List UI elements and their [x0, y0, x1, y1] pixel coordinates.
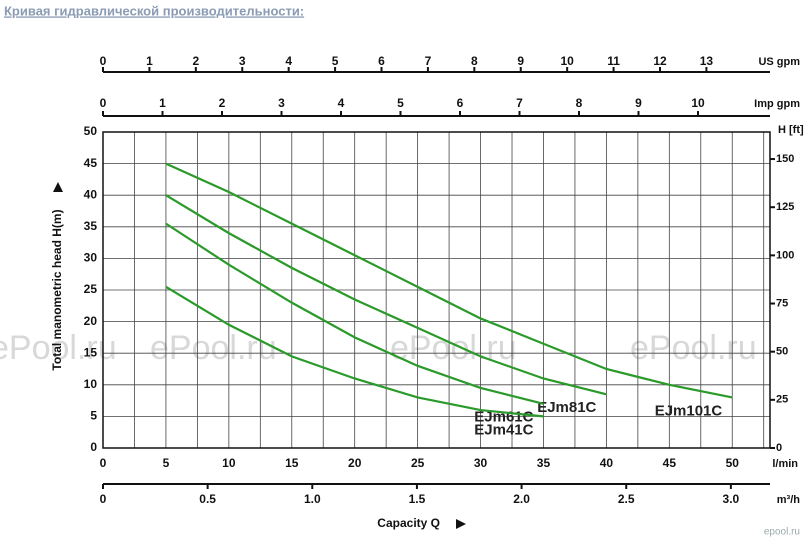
x-tick-label: 45 — [663, 456, 677, 470]
x-tick-label: 10 — [222, 456, 236, 470]
y-tick-label: 35 — [84, 219, 98, 233]
axis-tick-label: 6 — [457, 96, 464, 110]
watermark: ePool.ru — [0, 329, 117, 367]
y2-tick-label: 25 — [776, 394, 788, 406]
plot-frame — [102, 131, 771, 449]
y2-tick-label: 50 — [776, 346, 788, 358]
axis-unit: m³/h — [777, 494, 801, 506]
corner-mark: epool.ru — [764, 527, 800, 538]
y2-unit: H [ft] — [778, 124, 804, 136]
axis-tick-label: 8 — [471, 54, 478, 68]
axis-tick-label: 2 — [192, 54, 199, 68]
axis-tick-label: 1 — [146, 54, 153, 68]
axis-tick-label: 2.0 — [513, 492, 530, 506]
axis-tick-label: 2 — [219, 96, 226, 110]
axis-tick-label: 0 — [100, 54, 107, 68]
x-tick-label: 0 — [100, 456, 107, 470]
watermark: ePool.ru — [630, 329, 757, 367]
axis-tick-label: 1.5 — [409, 492, 426, 506]
axis-tick-label: 4 — [338, 96, 345, 110]
axis-tick-label: 8 — [576, 96, 583, 110]
series-line — [165, 222, 544, 405]
y-tick-label: 30 — [84, 251, 98, 265]
y-tick-label: 25 — [84, 282, 98, 296]
y2-tick-label: 0 — [776, 442, 782, 454]
axis-tick-label: 7 — [516, 96, 523, 110]
arrow — [456, 519, 466, 529]
series-line — [165, 162, 733, 399]
x-tick-label: 15 — [285, 456, 299, 470]
x-tick-label: 25 — [411, 456, 425, 470]
axis-tick-label: 2.5 — [618, 492, 635, 506]
series-label: EJm41C — [474, 421, 533, 438]
x-axis-label: Capacity Q — [377, 516, 440, 530]
series-line — [165, 285, 544, 418]
y2-tick-label: 150 — [776, 153, 794, 165]
axis-tick-label: 13 — [700, 54, 714, 68]
arrow — [53, 182, 63, 192]
y-tick-label: 50 — [84, 124, 98, 138]
y-tick-label: 10 — [84, 377, 98, 391]
x-tick-label: 20 — [348, 456, 362, 470]
axis-tick-label: 10 — [560, 54, 574, 68]
x-tick-label: 35 — [537, 456, 551, 470]
axis-tick-label: 3.0 — [723, 492, 740, 506]
axis-tick-label: 3 — [278, 96, 285, 110]
y-tick-label: 15 — [84, 345, 98, 359]
axis-tick-label: 0 — [100, 96, 107, 110]
watermark: ePool.ru — [150, 329, 277, 367]
x-tick-label: 40 — [600, 456, 614, 470]
y-tick-label: 0 — [90, 440, 97, 454]
y-tick-label: 5 — [90, 409, 97, 423]
axis-tick-label: 0.5 — [199, 492, 216, 506]
axis-tick-label: 5 — [397, 96, 404, 110]
axis-unit: US gpm — [758, 56, 800, 68]
y2-tick-label: 75 — [776, 297, 788, 309]
series-label: EJm81C — [537, 399, 596, 416]
axis-tick-label: 5 — [332, 54, 339, 68]
x-tick-label: 30 — [474, 456, 488, 470]
x-unit: l/min — [772, 458, 798, 470]
axis-tick-label: 3 — [239, 54, 246, 68]
axis-tick-label: 0 — [100, 492, 107, 506]
y-tick-label: 45 — [84, 156, 98, 170]
axis-tick-label: 1.0 — [304, 492, 321, 506]
y-tick-label: 20 — [84, 314, 98, 328]
axis-tick-label: 9 — [635, 96, 642, 110]
y-axis-label: Total manometric head H(m) — [50, 209, 64, 370]
y2-tick-label: 100 — [776, 249, 794, 261]
axis-unit: Imp gpm — [754, 98, 800, 110]
x-tick-label: 5 — [163, 456, 170, 470]
y2-tick-label: 125 — [776, 201, 794, 213]
x-tick-label: 50 — [726, 456, 740, 470]
axis-tick-label: 6 — [378, 54, 385, 68]
axis-tick-label: 7 — [425, 54, 432, 68]
axis-tick-label: 1 — [159, 96, 166, 110]
series-line — [165, 194, 607, 396]
series-label: EJm101C — [655, 402, 723, 419]
axis-tick-label: 4 — [285, 54, 292, 68]
page-title[interactable]: Кривая гидравлической производительности… — [4, 3, 304, 18]
axis-tick-label: 11 — [607, 54, 620, 68]
axis-tick-label: 12 — [653, 54, 667, 68]
axis-tick-label: 9 — [517, 54, 524, 68]
y-tick-label: 40 — [84, 187, 98, 201]
axis-tick-label: 10 — [691, 96, 705, 110]
